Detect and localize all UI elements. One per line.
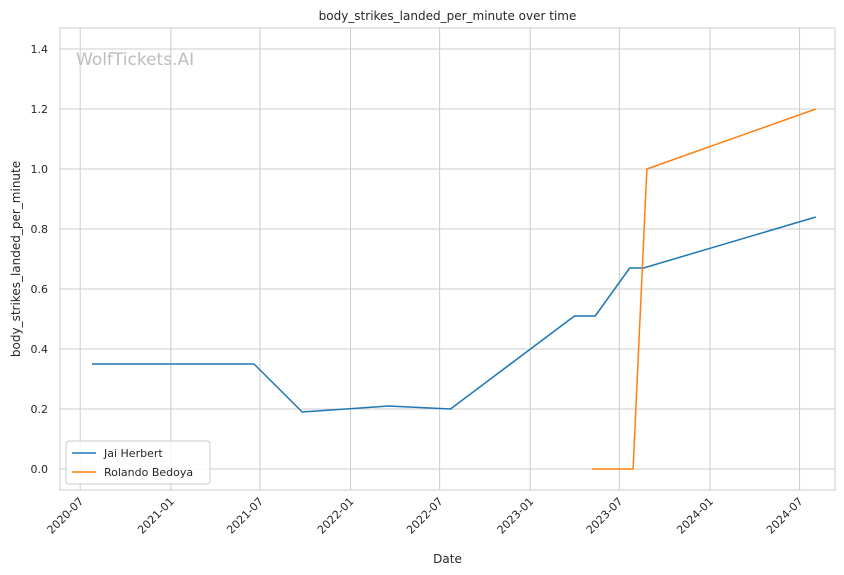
x-axis-title: Date <box>433 552 462 566</box>
legend-label-jai-herbert: Jai Herbert <box>103 447 163 460</box>
y-tick-label: 1.4 <box>31 43 49 56</box>
series-line-jai-herbert <box>92 216 817 413</box>
y-tick-label: 1.2 <box>31 103 49 116</box>
series-layer <box>92 108 817 470</box>
watermark: WolfTickets.AI <box>76 50 194 70</box>
y-tick-label: 0.2 <box>31 403 49 416</box>
legend: Jai Herbert Rolando Bedoya <box>65 440 211 485</box>
y-tick-label: 0.8 <box>31 223 49 236</box>
series-line-rolando-bedoya <box>591 108 817 470</box>
y-tick-label: 0.4 <box>31 343 49 356</box>
legend-box <box>65 440 211 485</box>
y-tick-label: 1.0 <box>31 163 49 176</box>
legend-label-rolando-bedoya: Rolando Bedoya <box>104 466 193 479</box>
grid <box>60 28 835 490</box>
plot-frame <box>59 27 836 491</box>
y-axis-title: body_strikes_landed_per_minute <box>9 161 23 357</box>
y-tick-label: 0.6 <box>31 283 49 296</box>
y-tick-label: 0.0 <box>31 463 49 476</box>
chart-title: body_strikes_landed_per_minute over time <box>319 9 577 23</box>
